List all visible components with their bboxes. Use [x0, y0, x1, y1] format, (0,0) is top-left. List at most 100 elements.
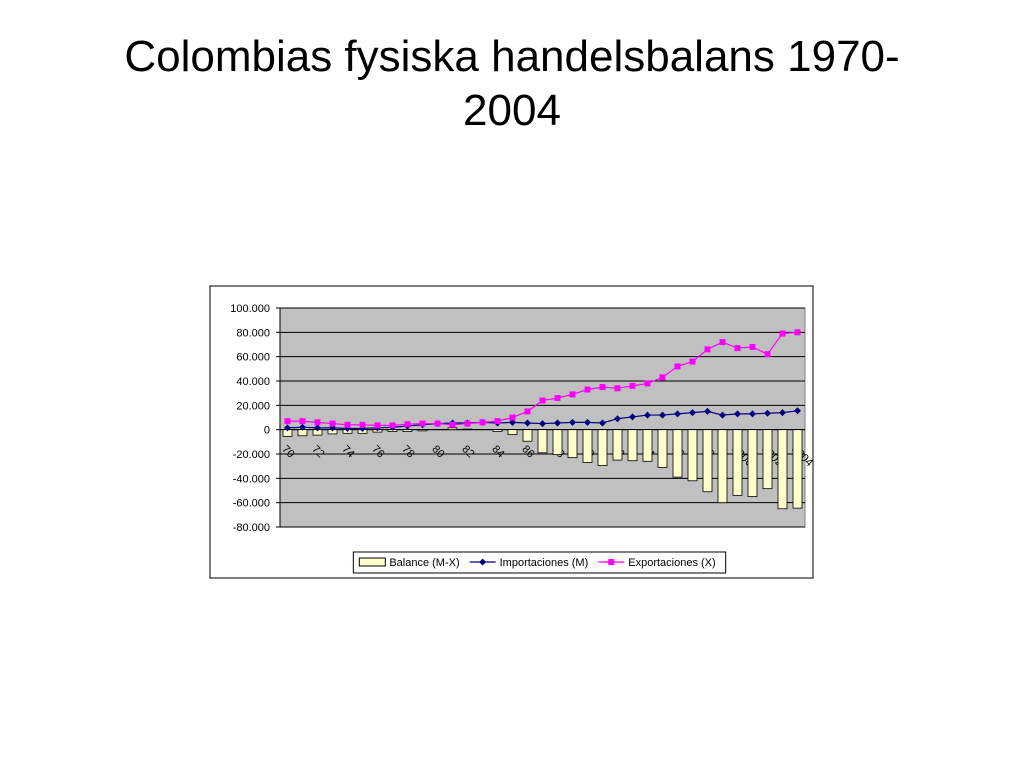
data-point [524, 408, 531, 415]
data-point [389, 422, 396, 429]
data-point [374, 422, 381, 429]
legend-label: Exportaciones (X) [628, 557, 715, 569]
bar [492, 429, 503, 432]
legend-label: Importaciones (M) [500, 557, 589, 569]
bar [747, 429, 758, 497]
legend-box [352, 551, 727, 574]
bar [702, 429, 713, 493]
data-point [734, 410, 741, 418]
bar [597, 429, 608, 466]
data-point [779, 409, 786, 417]
y-tick-label: 100.000 [230, 303, 270, 315]
data-point [764, 409, 771, 417]
data-point [779, 330, 786, 337]
data-point [554, 419, 561, 427]
data-point [539, 420, 546, 428]
y-tick-label: -60.000 [233, 498, 270, 510]
data-point [479, 419, 486, 426]
data-point [719, 411, 726, 419]
data-point [344, 421, 351, 428]
y-tick-label: 60.000 [236, 352, 270, 364]
data-point [449, 421, 456, 428]
data-point [539, 397, 546, 404]
y-tick-label: 80.000 [236, 327, 270, 339]
bar [642, 429, 653, 462]
bar [402, 429, 413, 432]
data-point [554, 395, 561, 402]
data-point [509, 418, 516, 426]
y-tick-label: 0 [264, 425, 270, 437]
data-point [404, 421, 411, 428]
data-point [794, 407, 801, 415]
data-point [689, 358, 696, 365]
data-point [479, 558, 487, 566]
data-point [629, 413, 636, 421]
data-point [329, 420, 336, 427]
data-point [359, 421, 366, 428]
legend-label: Balance (M-X) [389, 557, 459, 569]
data-point [794, 329, 801, 336]
data-point [608, 559, 615, 565]
data-point [314, 419, 321, 426]
y-tick-label: 20.000 [236, 400, 270, 412]
data-point [569, 391, 576, 398]
y-tick-label: -40.000 [233, 473, 270, 485]
data-point [719, 339, 726, 346]
data-point [644, 411, 651, 419]
y-tick-label: 40.000 [236, 376, 270, 388]
data-point [614, 385, 621, 392]
bar [612, 429, 623, 461]
bar [447, 427, 458, 431]
data-point [524, 419, 531, 427]
data-point [434, 420, 441, 427]
data-point [659, 411, 666, 419]
y-tick-label: -80.000 [233, 522, 270, 534]
bar [582, 429, 593, 463]
data-point [659, 374, 666, 381]
data-point [584, 418, 591, 426]
data-point [284, 424, 291, 432]
bar [792, 429, 803, 509]
data-point [704, 346, 711, 353]
data-point [764, 351, 771, 358]
bar [687, 429, 698, 482]
data-point [509, 414, 516, 421]
bar [537, 429, 548, 454]
bar [567, 429, 578, 459]
bar [657, 429, 668, 468]
data-point [689, 409, 696, 417]
data-point [419, 420, 426, 427]
data-point [599, 419, 606, 427]
legend: Balance (M-X) Importaciones (M) Exportacio… [352, 551, 727, 574]
data-point [599, 384, 606, 391]
bar [627, 429, 638, 462]
bar [417, 429, 428, 432]
data-point [299, 423, 306, 431]
data-point [569, 418, 576, 426]
data-point [674, 363, 681, 370]
bar [552, 429, 563, 456]
data-point [584, 386, 591, 393]
legend-swatch [358, 557, 386, 567]
bar [732, 429, 743, 496]
data-point [464, 420, 471, 427]
data-point [314, 424, 321, 432]
data-point [629, 382, 636, 389]
data-point [749, 410, 756, 418]
y-tick-label: -20.000 [233, 449, 270, 461]
data-point [299, 418, 306, 425]
bar [762, 429, 773, 490]
bar [522, 429, 533, 442]
data-point [704, 407, 711, 415]
data-point [284, 418, 291, 425]
data-point [644, 380, 651, 387]
bar [462, 428, 473, 431]
slide-title: Colombias fysiska handelsbalans 1970-200… [124, 32, 900, 135]
bar [507, 429, 518, 435]
data-point [674, 410, 681, 418]
bar [777, 429, 788, 510]
data-point [494, 418, 501, 425]
data-point [734, 345, 741, 352]
